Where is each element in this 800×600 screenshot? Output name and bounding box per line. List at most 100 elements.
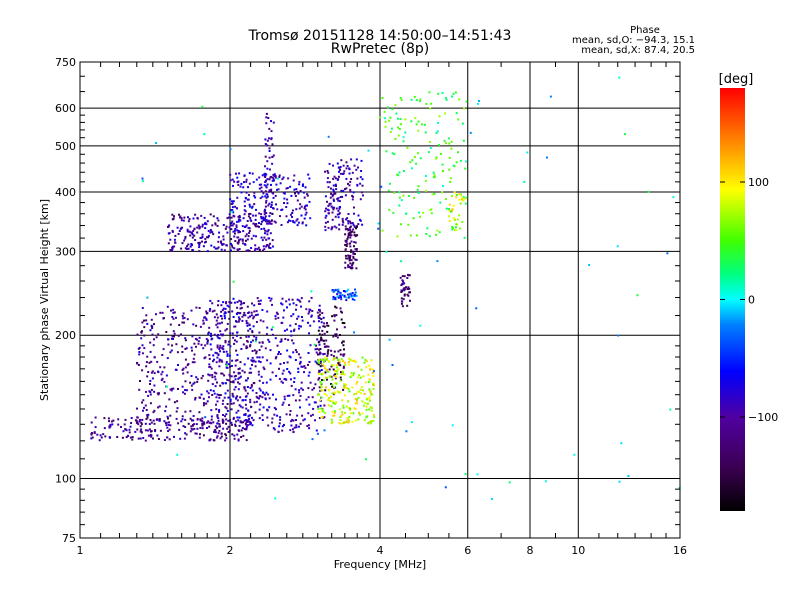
data-point bbox=[339, 196, 342, 198]
data-point bbox=[372, 387, 375, 390]
data-point bbox=[230, 203, 233, 205]
data-point bbox=[211, 310, 214, 313]
data-point bbox=[334, 370, 337, 372]
data-point bbox=[155, 313, 157, 316]
data-point bbox=[328, 375, 331, 378]
data-point bbox=[288, 404, 291, 406]
data-point bbox=[293, 188, 296, 191]
data-point bbox=[191, 428, 194, 431]
data-point bbox=[330, 422, 333, 425]
data-point bbox=[266, 409, 269, 412]
data-point bbox=[208, 326, 211, 329]
data-point bbox=[229, 179, 232, 182]
data-point bbox=[206, 390, 209, 393]
data-point bbox=[230, 402, 233, 405]
data-point bbox=[177, 334, 180, 337]
data-point bbox=[155, 142, 158, 144]
data-point bbox=[323, 361, 325, 363]
data-point bbox=[189, 430, 192, 433]
data-point bbox=[413, 95, 416, 98]
data-point bbox=[232, 184, 234, 187]
data-point bbox=[225, 244, 228, 247]
data-point bbox=[289, 219, 292, 222]
data-point bbox=[213, 375, 216, 378]
data-point bbox=[227, 216, 230, 219]
data-point bbox=[365, 398, 368, 401]
data-point bbox=[327, 404, 330, 407]
data-point bbox=[245, 224, 248, 227]
data-point bbox=[253, 349, 256, 352]
data-point bbox=[269, 242, 271, 245]
data-point bbox=[400, 260, 403, 263]
data-point bbox=[324, 229, 327, 232]
data-point bbox=[285, 187, 288, 190]
data-point bbox=[215, 403, 217, 406]
data-point bbox=[259, 361, 262, 363]
data-point bbox=[131, 436, 134, 439]
data-point bbox=[266, 416, 269, 419]
data-point bbox=[377, 222, 380, 225]
data-point bbox=[451, 225, 454, 228]
data-point bbox=[358, 411, 360, 414]
data-point bbox=[265, 212, 268, 214]
data-point bbox=[191, 233, 194, 236]
data-point bbox=[167, 338, 170, 341]
data-point bbox=[269, 212, 272, 215]
data-point bbox=[166, 415, 169, 418]
data-point bbox=[324, 356, 327, 359]
data-point bbox=[451, 208, 454, 211]
data-point bbox=[212, 421, 215, 424]
data-point bbox=[141, 330, 143, 333]
data-point bbox=[303, 371, 305, 374]
data-point bbox=[198, 250, 201, 253]
data-point bbox=[344, 233, 347, 236]
data-point bbox=[292, 342, 295, 345]
y-tick-label: 100 bbox=[55, 473, 76, 486]
data-point bbox=[226, 378, 229, 381]
data-point bbox=[332, 393, 335, 396]
data-point bbox=[259, 302, 262, 305]
data-point bbox=[141, 418, 144, 421]
data-point bbox=[171, 247, 174, 250]
data-point bbox=[340, 371, 342, 374]
data-point bbox=[347, 213, 350, 215]
data-point bbox=[134, 419, 137, 422]
data-point bbox=[249, 398, 252, 401]
data-point bbox=[280, 338, 283, 341]
data-point bbox=[220, 240, 222, 243]
data-point bbox=[321, 329, 324, 332]
data-point bbox=[264, 165, 266, 168]
data-point bbox=[270, 130, 273, 133]
data-point bbox=[236, 196, 239, 199]
data-point bbox=[254, 244, 257, 247]
data-point bbox=[409, 291, 411, 294]
data-point bbox=[343, 387, 346, 390]
data-point bbox=[435, 156, 438, 159]
data-point bbox=[218, 348, 221, 351]
data-point bbox=[181, 351, 184, 353]
data-point bbox=[349, 233, 352, 236]
data-point bbox=[183, 239, 186, 242]
data-point bbox=[357, 166, 359, 169]
data-point bbox=[183, 216, 186, 219]
data-point bbox=[345, 167, 348, 170]
data-point bbox=[298, 183, 301, 186]
data-point bbox=[404, 131, 407, 134]
data-point bbox=[354, 241, 357, 244]
data-point bbox=[352, 223, 355, 226]
data-point bbox=[326, 322, 328, 324]
data-point bbox=[246, 424, 249, 427]
data-point bbox=[207, 234, 210, 237]
data-point bbox=[165, 424, 168, 427]
data-point bbox=[266, 160, 269, 163]
data-point bbox=[269, 378, 272, 381]
data-point bbox=[222, 235, 225, 238]
data-point bbox=[178, 213, 180, 216]
data-point bbox=[289, 185, 292, 188]
data-point bbox=[225, 302, 227, 305]
data-point bbox=[379, 116, 382, 119]
data-point bbox=[393, 191, 396, 194]
data-point bbox=[310, 290, 313, 293]
data-point bbox=[348, 259, 351, 262]
data-point bbox=[283, 197, 286, 200]
